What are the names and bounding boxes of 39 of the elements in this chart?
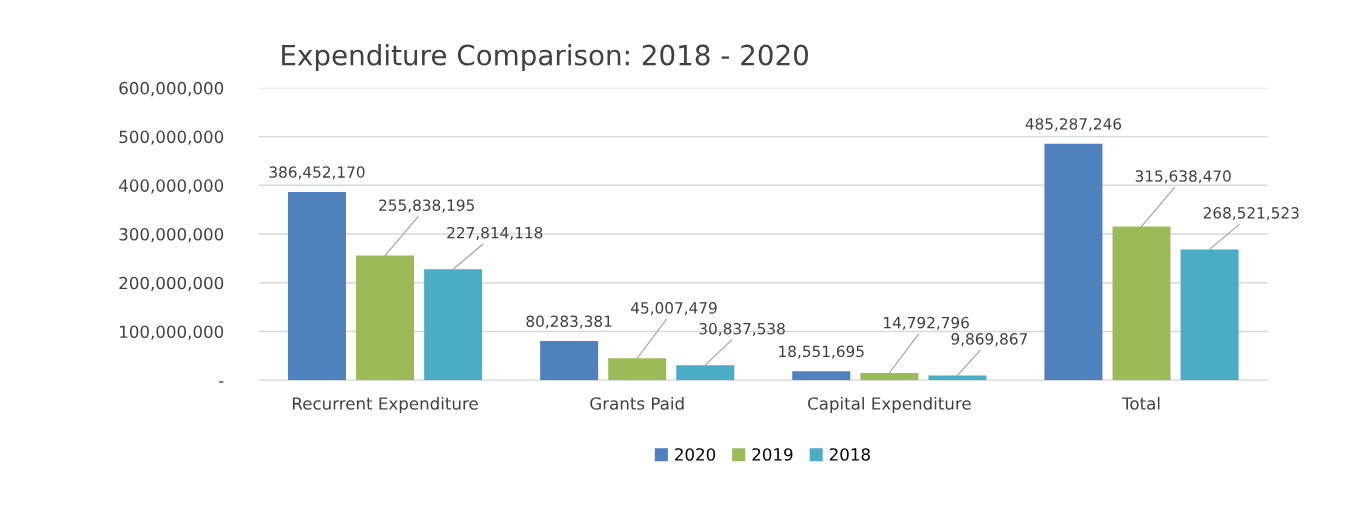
bar: [540, 341, 599, 381]
y-tick-label: 200,000,000: [119, 276, 224, 292]
y-tick-label: 500,000,000: [119, 130, 224, 145]
legend-label: 2020: [675, 448, 716, 461]
bar: [928, 375, 987, 381]
bar: [356, 255, 415, 381]
bar: [792, 371, 851, 381]
bar: [860, 373, 919, 381]
x-tick-label: Grants Paid: [590, 396, 684, 410]
data-label: 9,869,867: [951, 333, 1027, 347]
data-label: 268,521,523: [1203, 207, 1299, 221]
bar: [1044, 143, 1103, 381]
chart-title: Expenditure Comparison: 2018 - 2020: [282, 44, 809, 71]
data-label: 30,837,538: [699, 322, 785, 337]
legend-label: 2019: [752, 448, 793, 461]
data-label: 315,638,470: [1135, 170, 1231, 184]
x-tick-label: Total: [1122, 396, 1160, 410]
x-tick-label: Capital Expenditure: [808, 396, 971, 414]
bar: [1180, 249, 1239, 381]
y-tick-label: 600,000,000: [119, 81, 224, 97]
bar: [424, 269, 483, 381]
bar: [287, 191, 346, 381]
bar: [676, 365, 735, 381]
data-label: 14,792,796: [884, 316, 969, 330]
bar: [1112, 226, 1171, 381]
data-label: 227,814,118: [447, 226, 543, 241]
x-tick-label: Recurrent Expenditure: [293, 396, 478, 414]
y-tick-label: 400,000,000: [119, 179, 224, 194]
data-label: 45,007,479: [631, 302, 717, 316]
legend-label: 2018: [829, 448, 870, 461]
bar: [608, 358, 667, 381]
y-tick-label: 100,000,000: [120, 325, 224, 340]
data-label: 485,287,246: [1025, 118, 1122, 132]
y-tick-label: -: [219, 381, 224, 383]
data-label: 18,551,695: [779, 345, 864, 359]
data-label: 255,838,195: [379, 199, 474, 213]
data-label: 80,283,381: [526, 315, 612, 329]
data-label: 386,452,170: [269, 166, 365, 180]
y-tick-label: 300,000,000: [119, 228, 224, 243]
